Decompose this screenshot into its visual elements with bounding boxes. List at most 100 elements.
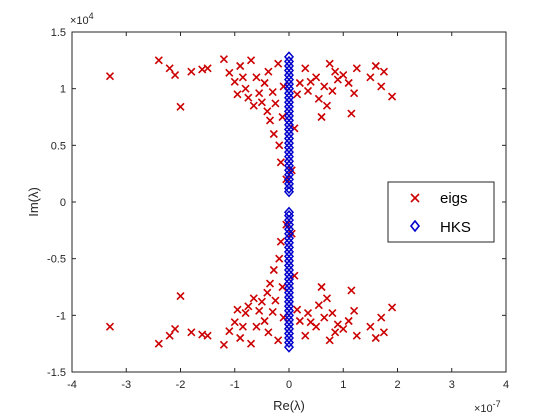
point-eigs (265, 279, 275, 288)
x-exponent-label: ×10-7 (474, 399, 501, 415)
point-eigs (244, 93, 253, 102)
point-eigs (176, 292, 185, 301)
point-eigs (236, 61, 245, 71)
y-exponent-base: ×10 (70, 15, 89, 27)
point-eigs (347, 109, 356, 118)
point-eigs (269, 129, 278, 139)
point-eigs (203, 331, 212, 340)
point-eigs (377, 82, 386, 91)
point-eigs (257, 297, 266, 306)
point-eigs (274, 336, 283, 345)
point-eigs (263, 288, 272, 297)
y-tick-label: 1.5 (51, 27, 66, 39)
point-eigs (275, 141, 284, 150)
point-eigs (312, 322, 321, 331)
y-tick-label: -1.5 (47, 367, 66, 379)
point-eigs (328, 86, 337, 95)
point-eigs (252, 73, 261, 82)
point-eigs (260, 316, 269, 326)
point-eigs (255, 306, 264, 315)
point-eigs (105, 72, 115, 81)
series-eigs (105, 55, 397, 349)
point-eigs (203, 64, 212, 73)
point-eigs (236, 333, 245, 343)
point-eigs (238, 322, 247, 331)
point-eigs (366, 322, 375, 331)
point-eigs (366, 73, 375, 82)
x-tick-label: 2 (394, 379, 400, 391)
legend-box (387, 181, 495, 243)
x-tick-label: 0 (286, 379, 292, 391)
y-exponent-power: 4 (89, 11, 94, 21)
point-eigs (176, 102, 185, 111)
point-eigs (287, 166, 296, 175)
point-eigs (219, 340, 228, 349)
series-hks (283, 51, 295, 353)
point-eigs (287, 229, 296, 238)
y-axis-label: Im(λ) (26, 187, 41, 217)
point-eigs (154, 339, 163, 348)
point-eigs (278, 282, 287, 292)
point-eigs (339, 324, 348, 333)
point-eigs (225, 327, 234, 336)
point-eigs (301, 64, 310, 73)
point-eigs (293, 305, 302, 314)
point-eigs (274, 59, 283, 68)
point-eigs (165, 331, 174, 340)
point-eigs (271, 296, 280, 305)
point-eigs (271, 99, 280, 108)
point-eigs (295, 316, 304, 326)
point-eigs (339, 71, 348, 80)
x-tick-label: -4 (67, 379, 77, 391)
point-eigs (249, 294, 258, 303)
point-eigs (225, 68, 234, 77)
point-eigs (246, 339, 256, 348)
point-eigs (264, 67, 273, 76)
point-eigs (282, 175, 291, 184)
point-eigs (282, 220, 291, 229)
point-eigs (276, 237, 285, 246)
point-eigs (246, 56, 256, 65)
point-eigs (320, 313, 329, 322)
legend-marker-hks (409, 219, 421, 233)
point-eigs (352, 331, 361, 340)
x-tick-label: 1 (340, 379, 346, 391)
point-eigs (171, 324, 180, 333)
point-eigs (377, 313, 386, 322)
point-hks (283, 182, 295, 195)
point-eigs (317, 112, 326, 122)
point-eigs (230, 318, 239, 327)
point-eigs (269, 265, 278, 275)
point-eigs (371, 333, 380, 343)
point-eigs (322, 101, 332, 110)
point-eigs (255, 89, 264, 98)
point-eigs (105, 322, 115, 331)
point-eigs (350, 306, 359, 315)
point-eigs (322, 294, 332, 303)
point-eigs (320, 82, 329, 91)
point-eigs (263, 107, 272, 116)
x-exponent-base: ×10 (474, 403, 493, 415)
x-exponent-power: -7 (493, 399, 501, 409)
point-eigs (219, 55, 228, 64)
point-hks (283, 336, 295, 349)
point-eigs (303, 86, 313, 95)
point-eigs (350, 89, 359, 98)
point-eigs (244, 302, 253, 311)
y-tick-label: 1 (60, 84, 66, 96)
y-tick-label: 0 (60, 197, 66, 209)
point-eigs (314, 301, 323, 310)
point-eigs (379, 67, 389, 76)
y-tick-label: -1 (56, 310, 66, 322)
point-eigs (388, 303, 397, 312)
y-tick-label: 0.5 (51, 140, 66, 152)
point-eigs (344, 316, 353, 326)
point-eigs (260, 78, 269, 88)
point-eigs (241, 84, 250, 93)
point-eigs (293, 90, 302, 99)
legend-label-eigs: eigs (440, 190, 468, 207)
x-axis-label: Re(λ) (273, 398, 305, 413)
point-eigs (165, 64, 174, 73)
point-eigs (249, 101, 258, 110)
x-axis-ticks: -4 -3 -2 -1 0 1 2 3 4 (67, 32, 509, 391)
